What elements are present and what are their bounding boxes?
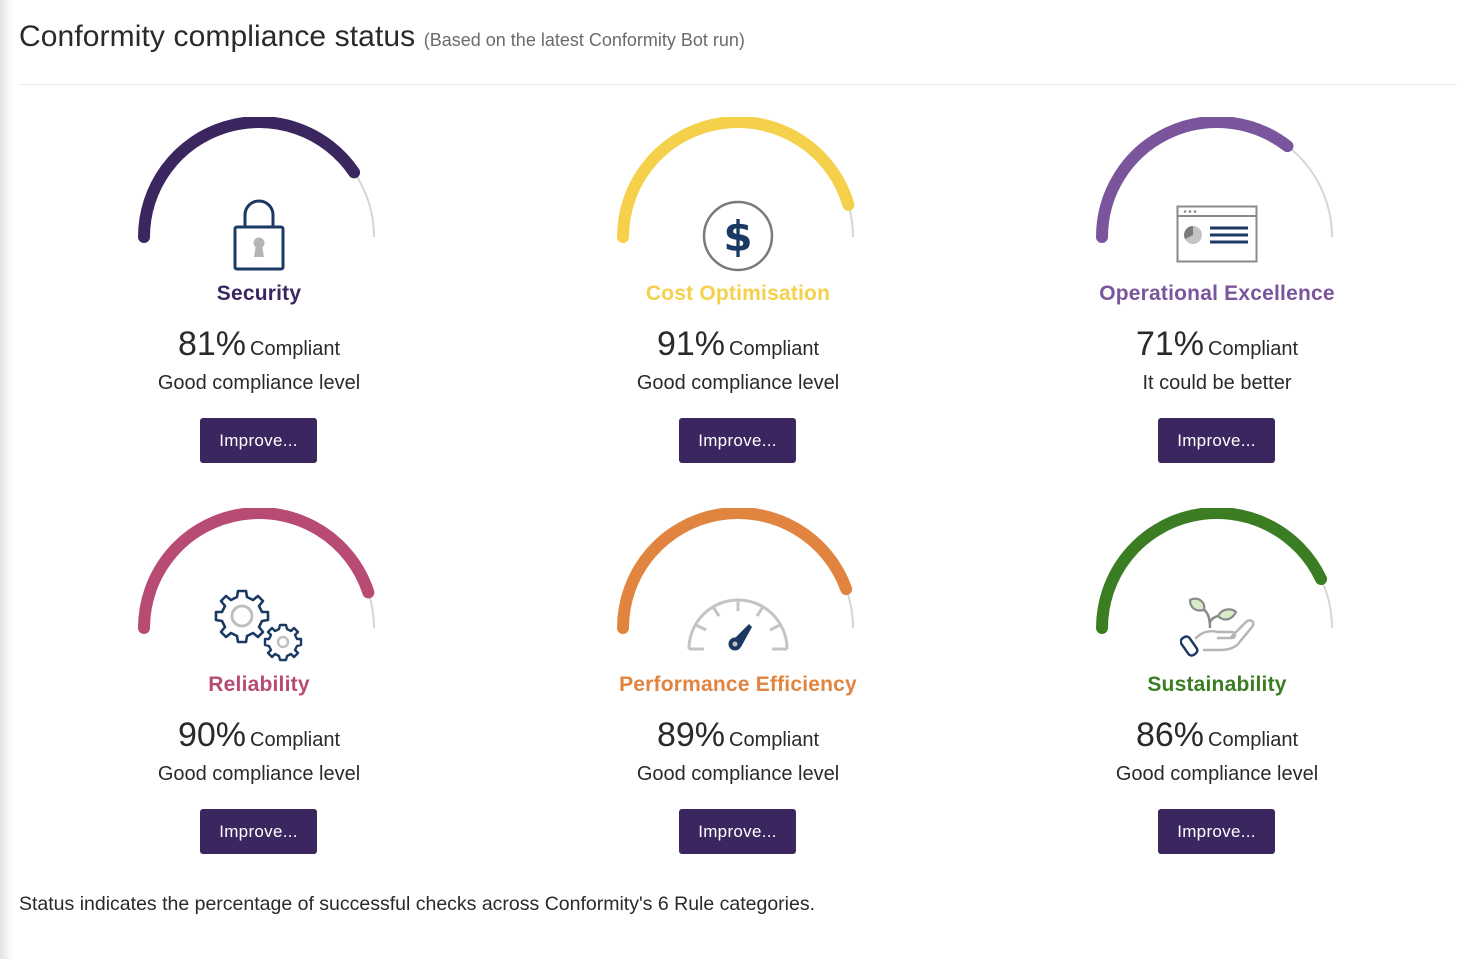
gauge-arc [1096,117,1333,243]
compliance-percent: 81% Compliant [109,325,409,364]
category-name: Security [216,282,302,305]
category-name: Reliability [208,673,310,696]
compliance-level: It could be better [1142,372,1292,394]
gauge-fill [617,117,855,243]
gauge-fill [138,508,375,634]
large-gear [214,589,270,644]
improve-security-button[interactable]: Improve... [200,418,317,463]
footer-note: Status indicates the percentage of succe… [19,893,816,915]
svg-text:$: $ [723,212,752,261]
percent-value: 89% [656,716,725,754]
compliance-percent: 89% Compliant [588,716,888,755]
gauge-arc [617,117,855,243]
page-header: Conformity compliance status (Based on t… [19,20,745,54]
category-card-performance-efficiency: Performance Efficiency 89% Compliant Good… [588,508,888,888]
percent-suffix: Compliant [250,729,341,751]
gauge-arc [617,508,854,634]
category-card-cost-optimisation: $ Cost Optimisation 91% Compliant Good co… [588,117,888,497]
improve-reliability-button[interactable]: Improve... [200,809,317,854]
category-card-security: Security 81% Compliant Good compliance le… [109,117,409,497]
category-card-reliability: Reliability 90% Compliant Good compliance… [109,508,409,888]
compliance-percent: 71% Compliant [1067,325,1367,364]
plant-in-hand-icon [1180,597,1255,657]
percent-suffix: Compliant [729,729,820,751]
gauge-fill [1096,117,1294,243]
category-name: Performance Efficiency [619,673,857,696]
header-divider [19,84,1457,85]
percent-value: 91% [656,325,725,363]
compliance-percent: 91% Compliant [588,325,888,364]
dashboard-window-icon [1176,205,1258,263]
percent-suffix: Compliant [1208,729,1299,751]
compliance-percent: 86% Compliant [1067,716,1367,755]
gauge-fill [138,117,361,243]
percent-value: 81% [177,325,246,363]
improve-performance-efficiency-button[interactable]: Improve... [679,809,796,854]
window-left-edge-shadow [0,0,14,959]
compliance-level: Good compliance level [1115,763,1319,785]
category-name: Cost Optimisation [645,282,831,305]
gauge-arc [138,508,375,634]
gears-icon [214,589,303,662]
dollar-icon: $ [702,200,774,272]
gauge-arc [1096,508,1333,634]
page-title: Conformity compliance status [19,20,416,53]
category-card-operational-excellence: Operational Excellence 71% Compliant It c… [1067,117,1367,497]
percent-value: 86% [1135,716,1204,754]
percent-suffix: Compliant [1208,338,1299,360]
compliance-level: Good compliance level [636,372,840,394]
gauge-fill [617,508,853,634]
percent-suffix: Compliant [250,338,341,360]
gauge-arc [138,117,375,243]
improve-operational-excellence-button[interactable]: Improve... [1158,418,1275,463]
percent-value: 71% [1135,325,1204,363]
improve-cost-optimisation-button[interactable]: Improve... [679,418,796,463]
compliance-percent: 90% Compliant [109,716,409,755]
compliance-level: Good compliance level [157,763,361,785]
compliance-level: Good compliance level [636,763,840,785]
gauge-fill [1096,508,1328,634]
category-name: Sustainability [1147,673,1287,696]
small-gear [263,623,303,662]
speedometer-icon [687,598,789,651]
improve-sustainability-button[interactable]: Improve... [1158,809,1275,854]
percent-value: 90% [177,716,246,754]
page-subtitle: (Based on the latest Conformity Bot run) [423,30,745,50]
percent-suffix: Compliant [729,338,820,360]
category-name: Operational Excellence [1099,282,1335,305]
lock-icon [233,199,285,271]
compliance-level: Good compliance level [157,372,361,394]
category-card-sustainability: Sustainability 86% Compliant Good complia… [1067,508,1367,888]
